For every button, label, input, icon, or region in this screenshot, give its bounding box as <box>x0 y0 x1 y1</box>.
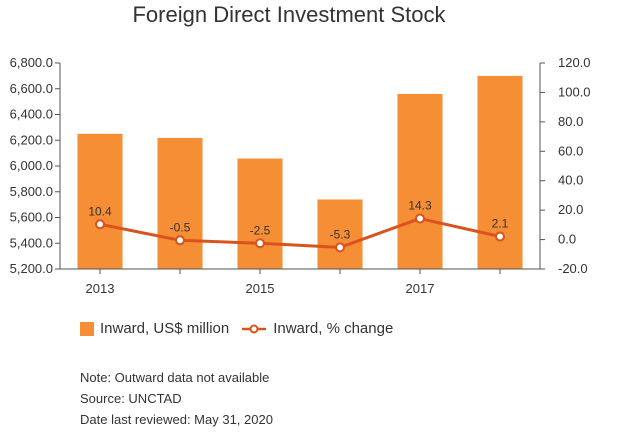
chart-legend: Inward, US$ million Inward, % change <box>80 320 405 337</box>
pct-change-data-label: 14.3 <box>408 199 432 213</box>
right-tick-label: 20.0 <box>558 202 583 217</box>
legend-label-bar: Inward, US$ million <box>100 320 230 337</box>
right-tick-label: 120.0 <box>558 55 591 70</box>
left-tick-label: 6,000.0 <box>10 158 53 173</box>
legend-item-inward-line[interactable]: Inward, % change <box>241 320 393 337</box>
pct-change-point-2016 <box>335 242 345 253</box>
pct-change-point-2013 <box>95 219 105 230</box>
left-tick-label: 5,600.0 <box>10 210 53 225</box>
bar-2016 <box>317 199 363 269</box>
pct-change-point-2015 <box>255 238 265 249</box>
line-swatch-icon <box>242 324 267 333</box>
right-tick-label: 0.0 <box>558 232 576 247</box>
pct-change-line <box>99 217 501 249</box>
right-tick-label: 100.0 <box>558 84 591 99</box>
right-tick-label: 60.0 <box>558 143 583 158</box>
chart-title: Foreign Direct Investment Stock <box>132 2 446 27</box>
pct-change-data-label: -0.5 <box>170 220 191 234</box>
bar-2015 <box>237 158 283 269</box>
pct-change-point-2017 <box>415 213 425 224</box>
pct-change-data-label: -5.3 <box>330 227 351 241</box>
right-tick-label: 40.0 <box>558 173 583 188</box>
bar-2017 <box>397 93 443 270</box>
legend-item-inward-bar[interactable]: Inward, US$ million <box>80 320 229 337</box>
left-tick-label: 6,400.0 <box>10 107 53 122</box>
pct-change-point-2018 <box>495 231 505 242</box>
pct-change-point-2014 <box>175 235 185 246</box>
x-tick-label: 2017 <box>406 281 435 296</box>
legend-label-line: Inward, % change <box>273 320 394 337</box>
bar-swatch-icon <box>80 321 94 336</box>
x-tick-label: 2013 <box>86 281 115 296</box>
bar-2013 <box>77 133 123 269</box>
bar-2014 <box>157 137 203 269</box>
reviewed-text: Date last reviewed: May 31, 2020 <box>80 412 273 427</box>
x-tick-label: 2015 <box>246 281 275 296</box>
left-tick-label: 6,200.0 <box>10 132 53 147</box>
left-tick-label: 5,800.0 <box>10 184 53 199</box>
left-tick-label: 5,200.0 <box>10 261 53 276</box>
left-tick-label: 5,400.0 <box>10 235 53 250</box>
right-tick-label: 80.0 <box>558 114 583 129</box>
fdi-chart: 5,200.0 5,400.0 5,600.0 5,800.0 6,000.0 6,200… <box>10 55 591 296</box>
pct-change-data-label: 2.1 <box>492 216 509 230</box>
chart-notes: Note: Outward data not available Source:… <box>80 367 273 430</box>
left-tick-label: 6,800.0 <box>10 55 53 70</box>
source-text: Source: UNCTAD <box>80 391 182 406</box>
pct-change-data-label: 10.4 <box>88 204 112 218</box>
pct-change-data-label: -2.5 <box>250 223 271 237</box>
left-tick-label: 6,600.0 <box>10 81 53 96</box>
right-tick-label: -20.0 <box>558 261 588 276</box>
note-text: Note: Outward data not available <box>80 370 270 385</box>
